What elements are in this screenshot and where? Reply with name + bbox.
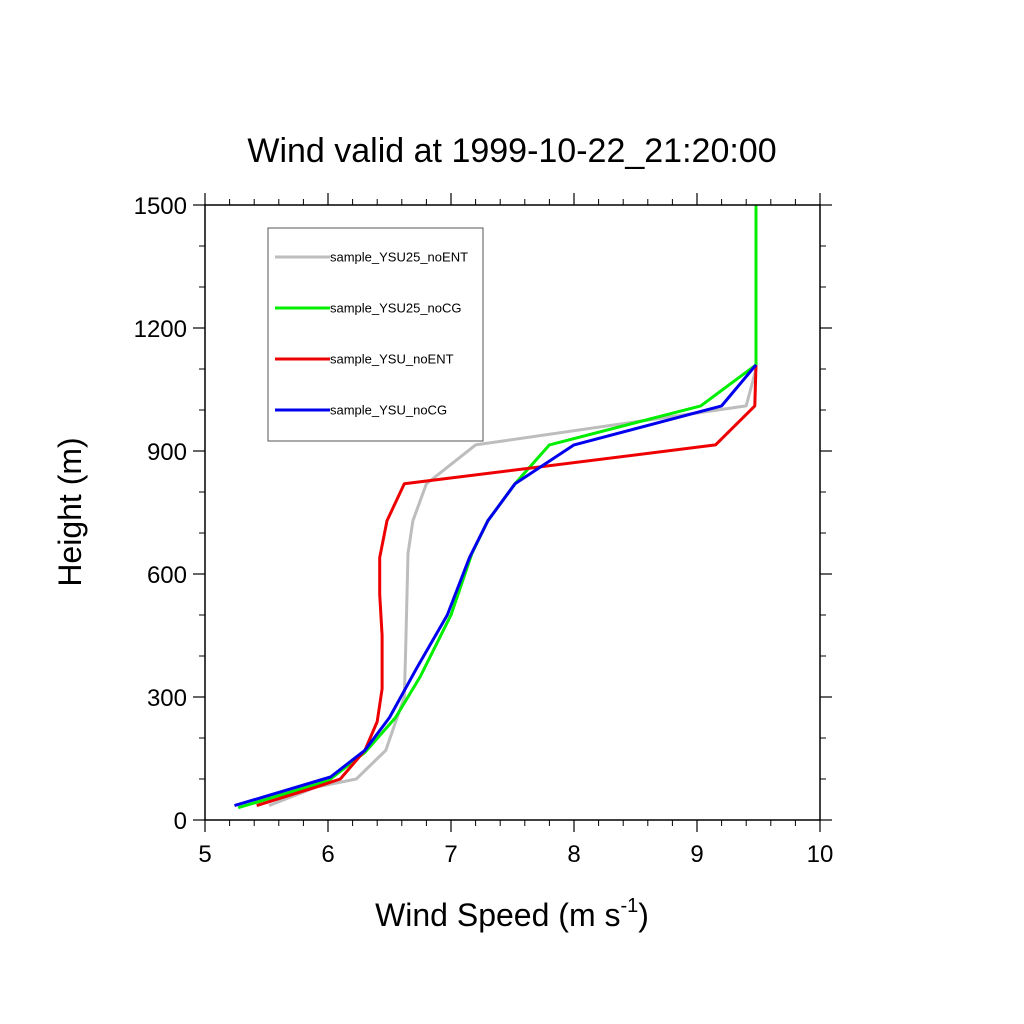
x-tick-label: 10	[807, 841, 834, 868]
x-tick-label: 5	[198, 841, 211, 868]
y-tick-label: 900	[147, 439, 187, 466]
tick-layer: 5 6 7 8 9 10 0 300 600 900 1200 1500	[134, 193, 834, 868]
series-line-sample_YSU_noENT	[256, 364, 758, 808]
x-tick-label: 7	[444, 841, 457, 868]
x-axis-label: Wind Speed (m s-1)	[375, 895, 649, 933]
plot-frame	[204, 204, 821, 821]
chart-title: Wind valid at 1999-10-22_21:20:00	[247, 132, 776, 170]
x-axis-label-exponent: -1	[620, 895, 638, 917]
legend-label: sample_YSU25_noENT	[330, 250, 468, 265]
y-axis-label: Height (m)	[52, 437, 88, 586]
x-tick-label: 8	[567, 841, 580, 868]
legend-label: sample_YSU_noCG	[330, 403, 447, 418]
y-tick-label: 0	[174, 808, 187, 835]
x-tick-label: 9	[690, 841, 703, 868]
legend: sample_YSU25_noENT sample_YSU25_noCGsampl…	[267, 227, 484, 442]
series-line-sample_YSU_noCG	[234, 363, 758, 808]
y-tick-label: 300	[147, 685, 187, 712]
x-tick-label: 6	[321, 841, 334, 868]
y-tick-label: 600	[147, 562, 187, 589]
legend-label: sample_YSU25_noCG	[330, 301, 462, 316]
x-axis-label-main: Wind Speed (m s	[375, 897, 620, 933]
legend-label: sample_YSU_noENT	[330, 352, 454, 367]
y-tick-label: 1500	[134, 193, 187, 220]
y-tick-label: 1200	[134, 316, 187, 343]
series-layer	[234, 205, 758, 810]
x-axis-label-close: )	[638, 897, 649, 933]
legend-box	[267, 227, 484, 442]
